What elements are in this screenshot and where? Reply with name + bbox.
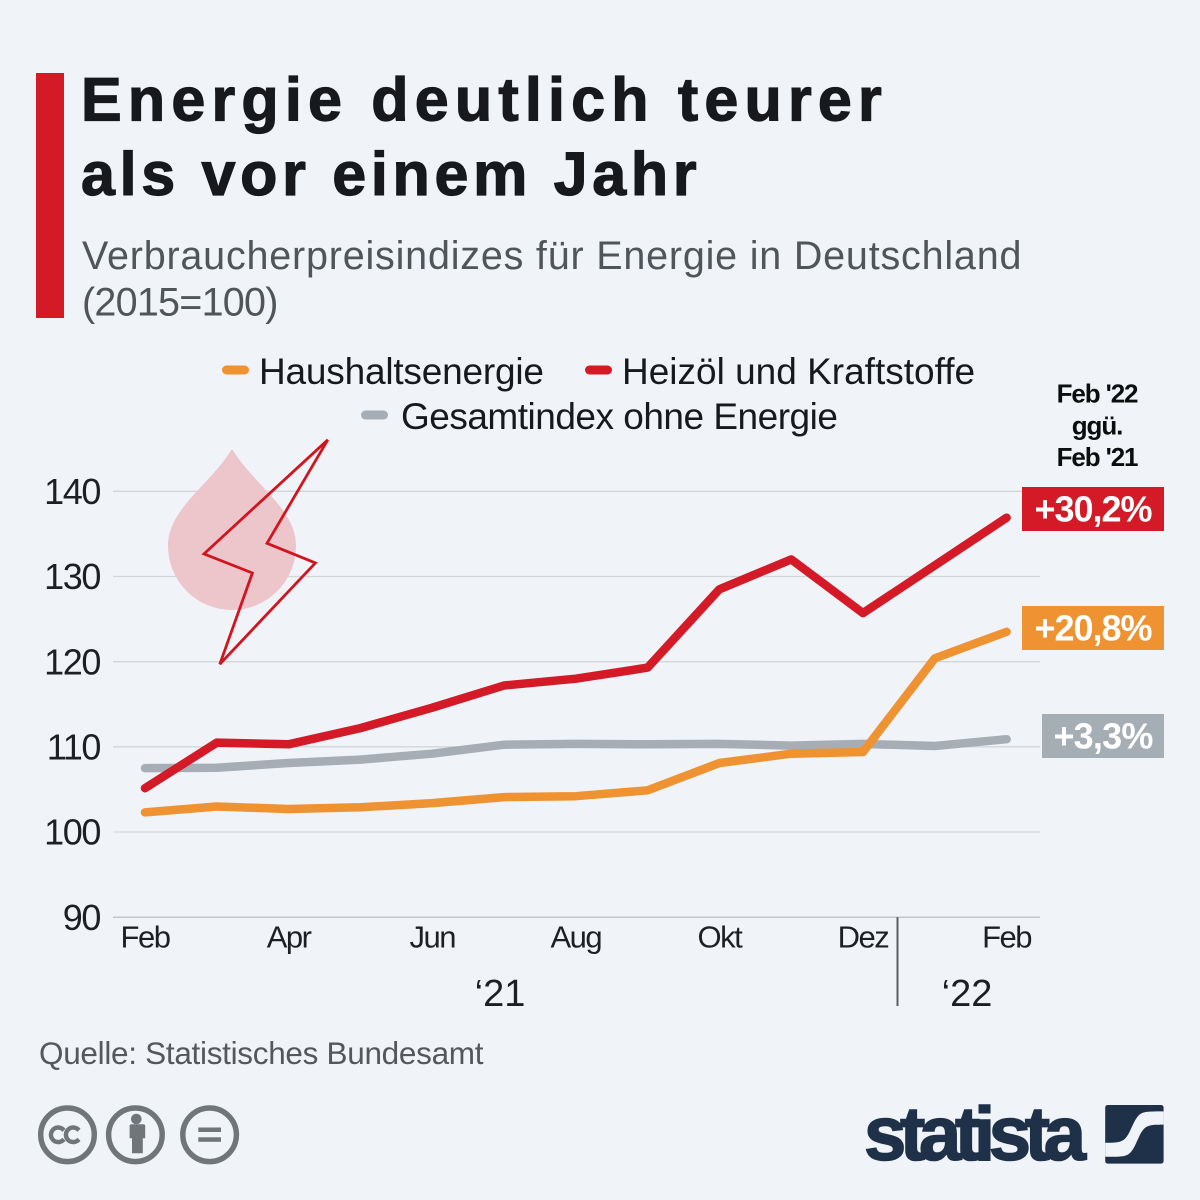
svg-text:Energie deutlich teurer: Energie deutlich teurer	[81, 65, 888, 133]
svg-text:100: 100	[44, 812, 100, 853]
svg-text:Verbraucherpreisindizes für En: Verbraucherpreisindizes für Energie in D…	[82, 234, 1022, 278]
svg-text:120: 120	[44, 641, 100, 682]
svg-text:140: 140	[44, 471, 100, 512]
svg-text:110: 110	[47, 726, 101, 767]
svg-text:statista: statista	[864, 1092, 1087, 1177]
svg-text:ggü.: ggü.	[1072, 411, 1122, 441]
svg-text:90: 90	[63, 897, 101, 938]
svg-text:als vor einem Jahr: als vor einem Jahr	[81, 140, 701, 208]
svg-text:Quelle: Statistisches Bundesam: Quelle: Statistisches Bundesamt	[39, 1035, 484, 1071]
svg-text:(2015=100): (2015=100)	[82, 280, 278, 324]
svg-text:Okt: Okt	[698, 920, 744, 955]
svg-text:+30,2%: +30,2%	[1034, 489, 1152, 530]
svg-text:Dez: Dez	[838, 920, 889, 955]
svg-text:130: 130	[44, 556, 100, 597]
svg-text:Apr: Apr	[267, 920, 312, 955]
svg-text:+3,3%: +3,3%	[1053, 716, 1153, 757]
svg-text:Haushaltsenergie: Haushaltsenergie	[259, 351, 544, 392]
svg-text:Feb: Feb	[121, 920, 170, 955]
svg-text:Feb '22: Feb '22	[1057, 378, 1138, 408]
svg-text:Aug: Aug	[550, 920, 601, 955]
svg-text:Feb: Feb	[982, 920, 1031, 955]
svg-text:Gesamtindex ohne Energie: Gesamtindex ohne Energie	[401, 396, 837, 437]
svg-text:‘22: ‘22	[942, 973, 993, 1015]
svg-text:Jun: Jun	[409, 920, 455, 955]
svg-text:+20,8%: +20,8%	[1034, 608, 1152, 649]
svg-text:Heizöl und Kraftstoffe: Heizöl und Kraftstoffe	[622, 351, 975, 392]
svg-text:Feb '21: Feb '21	[1057, 442, 1138, 472]
svg-text:‘21: ‘21	[475, 973, 526, 1015]
